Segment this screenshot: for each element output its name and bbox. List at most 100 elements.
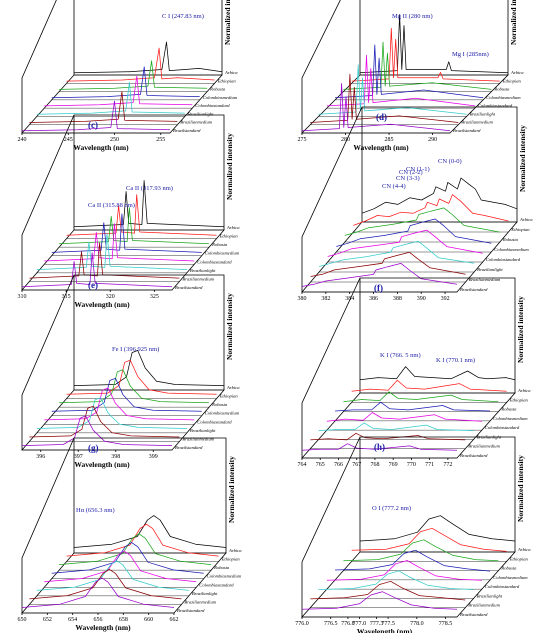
- series-brazilstandard-line: [21, 577, 175, 608]
- y-axis-label: Normalized intensity: [225, 133, 234, 200]
- peak-annotation: O I (777.2 nm): [372, 505, 411, 512]
- series-colombiasmedium-line: [51, 542, 204, 574]
- x-tick-label: 776.5: [324, 621, 338, 627]
- series-label: Robusta: [502, 237, 519, 242]
- peak-annotation: K I (766. 5 nm): [380, 352, 421, 359]
- series-arbica-line: [73, 515, 227, 548]
- series-label: Brazilstandard: [175, 285, 203, 290]
- x-tick-label: 766: [334, 462, 343, 468]
- series-label: Arbica: [224, 70, 238, 75]
- series-label: Colombiasmedium: [205, 251, 240, 256]
- series-label: Colombiastandard: [195, 103, 230, 108]
- x-tick-label: 777.5: [381, 621, 395, 627]
- series-ethiopian-line: [66, 47, 215, 82]
- series-brazilianlight-line: [36, 397, 187, 429]
- series-label: Brazilianlight: [190, 428, 216, 433]
- series-ethiopian-line: [351, 527, 507, 552]
- series-robusta-line: [343, 41, 492, 90]
- series-brazilstandard-line: [301, 443, 458, 451]
- series-label: Brazilianmedium: [461, 120, 493, 125]
- series-colombiastandard-line: [44, 75, 193, 107]
- x-tick-label: 245: [64, 137, 73, 143]
- panel-g: 650 652 654 656 658 660 662 Wavelength (nm) Norm…: [18, 437, 242, 632]
- x-tick-label: 255: [156, 137, 165, 143]
- series-arbica-line: [359, 14, 509, 74]
- series-label: Brazilstandard: [460, 287, 488, 292]
- series-label: Brazilstandard: [177, 608, 205, 613]
- series-label: Ethiopian: [509, 397, 529, 402]
- series-brazilstandard-line: [301, 83, 451, 132]
- series-brazilianmedium-line: [310, 251, 466, 277]
- series-label: Colombiastandard: [486, 257, 521, 262]
- series-label: Colombiastandard: [197, 419, 232, 424]
- back-wall-outline: [359, 436, 516, 552]
- panel-letter: (g): [88, 443, 99, 453]
- panel-c: 310 315 320 325 Wavelength (nm) Normalized in…: [18, 114, 240, 309]
- series-colombiastandard-line: [327, 229, 483, 257]
- series-label: Brazilianmedium: [182, 276, 214, 281]
- panel-e: 396 397 398 399 Wavelength (nm) Normalized in…: [21, 274, 240, 469]
- series-label: Robusta: [213, 565, 230, 570]
- series-brazilianlight-line: [36, 81, 185, 115]
- x-tick-label: 769: [389, 462, 398, 468]
- series-robusta-line: [59, 60, 208, 90]
- series-label: Arbica: [510, 70, 524, 75]
- series-colombiasmedium-line: [51, 66, 200, 99]
- x-tick-label: 388: [393, 296, 402, 302]
- series-label: Colombiastandard: [199, 582, 234, 587]
- x-axis-label: Wavelength (nm): [74, 300, 130, 309]
- series-label: Colombiasmedium: [203, 95, 238, 100]
- series-label: Ethiopian: [217, 78, 237, 83]
- series-label: Colombiasmedium: [493, 416, 528, 421]
- series-colombiastandard-line: [326, 54, 475, 107]
- x-tick-label: 772: [443, 462, 452, 468]
- panel-d: 380 382 384 386 388 390 392 Normalized intensit…: [298, 106, 533, 302]
- y-axis-label: Normalized intensity: [518, 125, 527, 192]
- series-arbica-line: [73, 41, 223, 74]
- panel-f: 764 765 766 767 768 769 770 771 772 Normalized in…: [298, 277, 531, 468]
- peak-annotation: CN (3-3): [396, 175, 420, 182]
- panel-letter: (c): [88, 120, 98, 130]
- series-label: Colombiastandard: [485, 425, 520, 430]
- x-tick-label: 285: [385, 137, 394, 143]
- series-colombiasmedium-line: [336, 218, 492, 247]
- series-label: Ethiopian: [509, 556, 529, 561]
- series-colombiasmedium-line: [51, 377, 202, 412]
- series-label: Ethiopian: [219, 234, 239, 239]
- series-robusta-line: [343, 539, 499, 562]
- x-tick-label: 280: [341, 137, 350, 143]
- series-label: Arbica: [226, 385, 240, 390]
- series-brazilianmedium-line: [29, 405, 180, 438]
- series-brazilianmedium-line: [310, 432, 466, 441]
- series-label: Robusta: [211, 402, 228, 407]
- series-label: Brazilstandard: [173, 128, 201, 133]
- peak-annotation: K I (770.1 nm): [436, 357, 475, 364]
- series-label: Colombiasmedium: [205, 411, 240, 416]
- series-label: Arbica: [226, 225, 240, 230]
- side-wall-outline: [301, 0, 341, 133]
- x-tick-label: 399: [149, 454, 158, 460]
- x-tick-label: 390: [417, 296, 426, 302]
- x-tick-label: 652: [43, 617, 52, 623]
- series-brazilstandard-line: [301, 591, 458, 610]
- x-tick-label: 392: [441, 296, 450, 302]
- x-axis-label: Wavelength (nm): [357, 627, 413, 633]
- series-label: Brazilianlight: [192, 591, 218, 596]
- x-tick-label: 398: [111, 454, 120, 460]
- series-robusta-line: [343, 391, 499, 403]
- x-tick-label: 315: [62, 294, 71, 300]
- back-wall-outline: [73, 114, 225, 230]
- series-brazilianlight-line: [318, 64, 467, 115]
- x-tick-label: 768: [370, 462, 379, 468]
- series-colombiastandard-line: [326, 560, 482, 581]
- back-wall-outline: [73, 0, 223, 75]
- panel-letter: (d): [376, 112, 387, 122]
- peak-annotation: C I (247.83 nm): [162, 13, 204, 20]
- side-wall-outline: [21, 437, 75, 613]
- series-robusta-line: [344, 207, 500, 236]
- x-tick-label: 776.8: [341, 621, 355, 627]
- x-tick-label: 250: [110, 137, 119, 143]
- back-wall-outline: [359, 277, 516, 393]
- x-tick-label: 310: [18, 294, 27, 300]
- x-tick-label: 660: [144, 617, 153, 623]
